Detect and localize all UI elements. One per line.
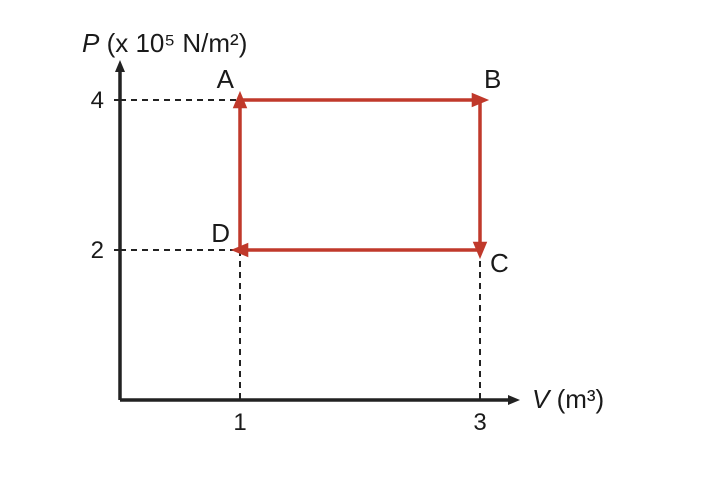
point-label-B: B <box>484 64 501 94</box>
x-tick-label: 3 <box>473 409 486 436</box>
y-tick-label: 2 <box>91 237 104 264</box>
y-tick-label: 4 <box>91 87 104 114</box>
pv-diagram: P (x 10⁵ N/m²) V (m³) 2 4 1 3 A B C D <box>0 0 715 502</box>
point-label-D: D <box>211 218 230 248</box>
point-label-C: C <box>490 248 509 278</box>
axes <box>120 70 510 400</box>
y-axis-label: P (x 10⁵ N/m²) <box>82 28 247 58</box>
x-tick-label: 1 <box>233 409 246 436</box>
point-label-A: A <box>217 64 235 94</box>
labels: P (x 10⁵ N/m²) V (m³) 2 4 1 3 A B C D <box>82 28 604 436</box>
x-axis-label: V (m³) <box>532 384 604 414</box>
thermodynamic-cycle <box>232 92 488 258</box>
